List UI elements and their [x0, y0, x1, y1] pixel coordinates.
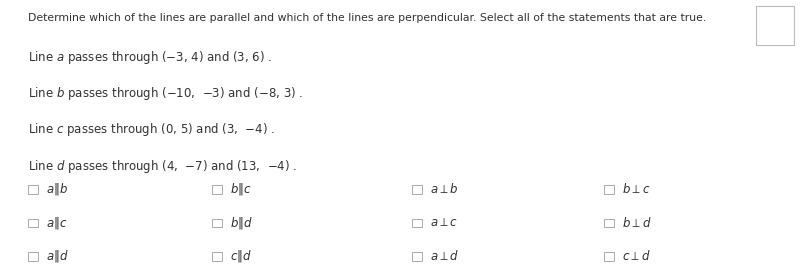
- Text: $\mathit{a}$$\|$$\mathit{d}$: $\mathit{a}$$\|$$\mathit{d}$: [46, 248, 69, 264]
- Text: Line $\mathit{c}$ passes through (0, 5) and (3,  −4) .: Line $\mathit{c}$ passes through (0, 5) …: [28, 121, 275, 138]
- Text: $\mathit{a}$$\|$$\mathit{c}$: $\mathit{a}$$\|$$\mathit{c}$: [46, 215, 68, 230]
- Text: $\mathit{b}$$\|$$\mathit{c}$: $\mathit{b}$$\|$$\mathit{c}$: [230, 181, 252, 197]
- FancyBboxPatch shape: [28, 185, 38, 194]
- FancyBboxPatch shape: [212, 219, 222, 227]
- FancyBboxPatch shape: [604, 185, 614, 194]
- FancyBboxPatch shape: [412, 185, 422, 194]
- Text: $\mathit{c}$$\perp$$\mathit{d}$: $\mathit{c}$$\perp$$\mathit{d}$: [622, 249, 651, 263]
- FancyBboxPatch shape: [604, 219, 614, 227]
- Text: $\mathit{a}$$\perp$$\mathit{b}$: $\mathit{a}$$\perp$$\mathit{b}$: [430, 182, 459, 196]
- Text: Line $\mathit{b}$ passes through (−10,  −3) and (−8, 3) .: Line $\mathit{b}$ passes through (−10, −…: [28, 85, 303, 102]
- FancyBboxPatch shape: [212, 252, 222, 261]
- FancyBboxPatch shape: [412, 252, 422, 261]
- Bar: [756, 6, 794, 45]
- Text: $\mathit{b}$$\|$$\mathit{d}$: $\mathit{b}$$\|$$\mathit{d}$: [230, 215, 254, 230]
- Text: Line $\mathit{d}$ passes through (4,  −7) and (13,  −4) .: Line $\mathit{d}$ passes through (4, −7)…: [28, 158, 297, 175]
- FancyBboxPatch shape: [412, 219, 422, 227]
- Text: $\mathit{a}$$\perp$$\mathit{d}$: $\mathit{a}$$\perp$$\mathit{d}$: [430, 249, 460, 263]
- FancyBboxPatch shape: [604, 252, 614, 261]
- FancyBboxPatch shape: [212, 185, 222, 194]
- Text: $\mathit{c}$$\|$$\mathit{d}$: $\mathit{c}$$\|$$\mathit{d}$: [230, 248, 252, 264]
- Text: $\mathit{b}$$\perp$$\mathit{c}$: $\mathit{b}$$\perp$$\mathit{c}$: [622, 182, 651, 196]
- Text: $\mathit{a}$$\perp$$\mathit{c}$: $\mathit{a}$$\perp$$\mathit{c}$: [430, 216, 458, 229]
- Text: Line $\mathit{a}$ passes through (−3, 4) and (3, 6) .: Line $\mathit{a}$ passes through (−3, 4)…: [28, 49, 272, 66]
- Text: $\mathit{a}$$\|$$\mathit{b}$: $\mathit{a}$$\|$$\mathit{b}$: [46, 181, 68, 197]
- FancyBboxPatch shape: [28, 219, 38, 227]
- FancyBboxPatch shape: [28, 252, 38, 261]
- Text: Determine which of the lines are parallel and which of the lines are perpendicul: Determine which of the lines are paralle…: [28, 13, 706, 23]
- Text: $\mathit{b}$$\perp$$\mathit{d}$: $\mathit{b}$$\perp$$\mathit{d}$: [622, 215, 652, 230]
